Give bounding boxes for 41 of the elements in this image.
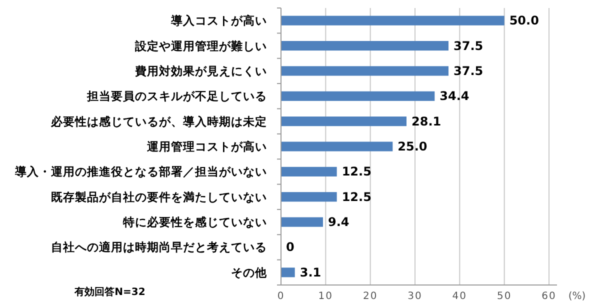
y-tick-label: 運用管理コストが高い (146, 140, 267, 154)
y-tick-label: 導入・運用の推進役となる部署／担当がいない (14, 164, 267, 179)
x-tick-label: 0 (277, 291, 285, 302)
bar (281, 192, 337, 202)
y-tick-label: その他 (231, 265, 268, 280)
y-tick-label: 担当要員のスキルが不足している (86, 89, 267, 104)
data-label: 50.0 (509, 14, 539, 28)
text: 有効回答N=32 (74, 286, 146, 298)
data-label: 12.5 (342, 164, 372, 179)
data-label: 3.1 (300, 265, 322, 280)
bar (281, 91, 435, 101)
x-tick-label: 10 (318, 291, 334, 302)
x-tick-label: 60 (542, 291, 556, 302)
x-tick-label: 30 (408, 291, 422, 302)
bar (281, 116, 407, 126)
bar (281, 40, 448, 51)
data-label: 28.1 (412, 114, 442, 128)
y-tick-label: 導入コストが高い (170, 14, 267, 28)
data-label: 9.4 (328, 215, 350, 230)
x-tick-label: 40 (452, 291, 468, 302)
x-tick-label: 20 (362, 291, 378, 302)
y-tick-label: 設定や運用管理が難しい (134, 38, 267, 53)
bar (281, 16, 504, 26)
data-label: 37.5 (454, 64, 484, 78)
bar (281, 268, 295, 278)
y-tick-label: 費用対効果が見えにくい (134, 64, 267, 78)
bar (281, 166, 337, 176)
y-tick-label: 特に必要性を感じていない (122, 215, 267, 230)
bar (281, 142, 393, 152)
data-label: 25.0 (398, 140, 428, 154)
bar (281, 217, 323, 227)
data-label: 0 (286, 240, 294, 254)
data-label: 12.5 (342, 190, 372, 204)
data-label: 34.4 (440, 89, 470, 104)
y-tick-label: 自社への適用は時期尚早だと考えている (51, 240, 267, 254)
y-tick-label: 必要性は感じているが、導入時期は未定 (50, 114, 267, 128)
y-tick-label: 既存製品が自社の要件を満たしていない (51, 190, 267, 204)
x-tick-label: 50 (496, 291, 512, 302)
bar (281, 66, 448, 76)
data-label: 37.5 (454, 38, 484, 53)
x-axis-title: (%) (568, 291, 586, 302)
